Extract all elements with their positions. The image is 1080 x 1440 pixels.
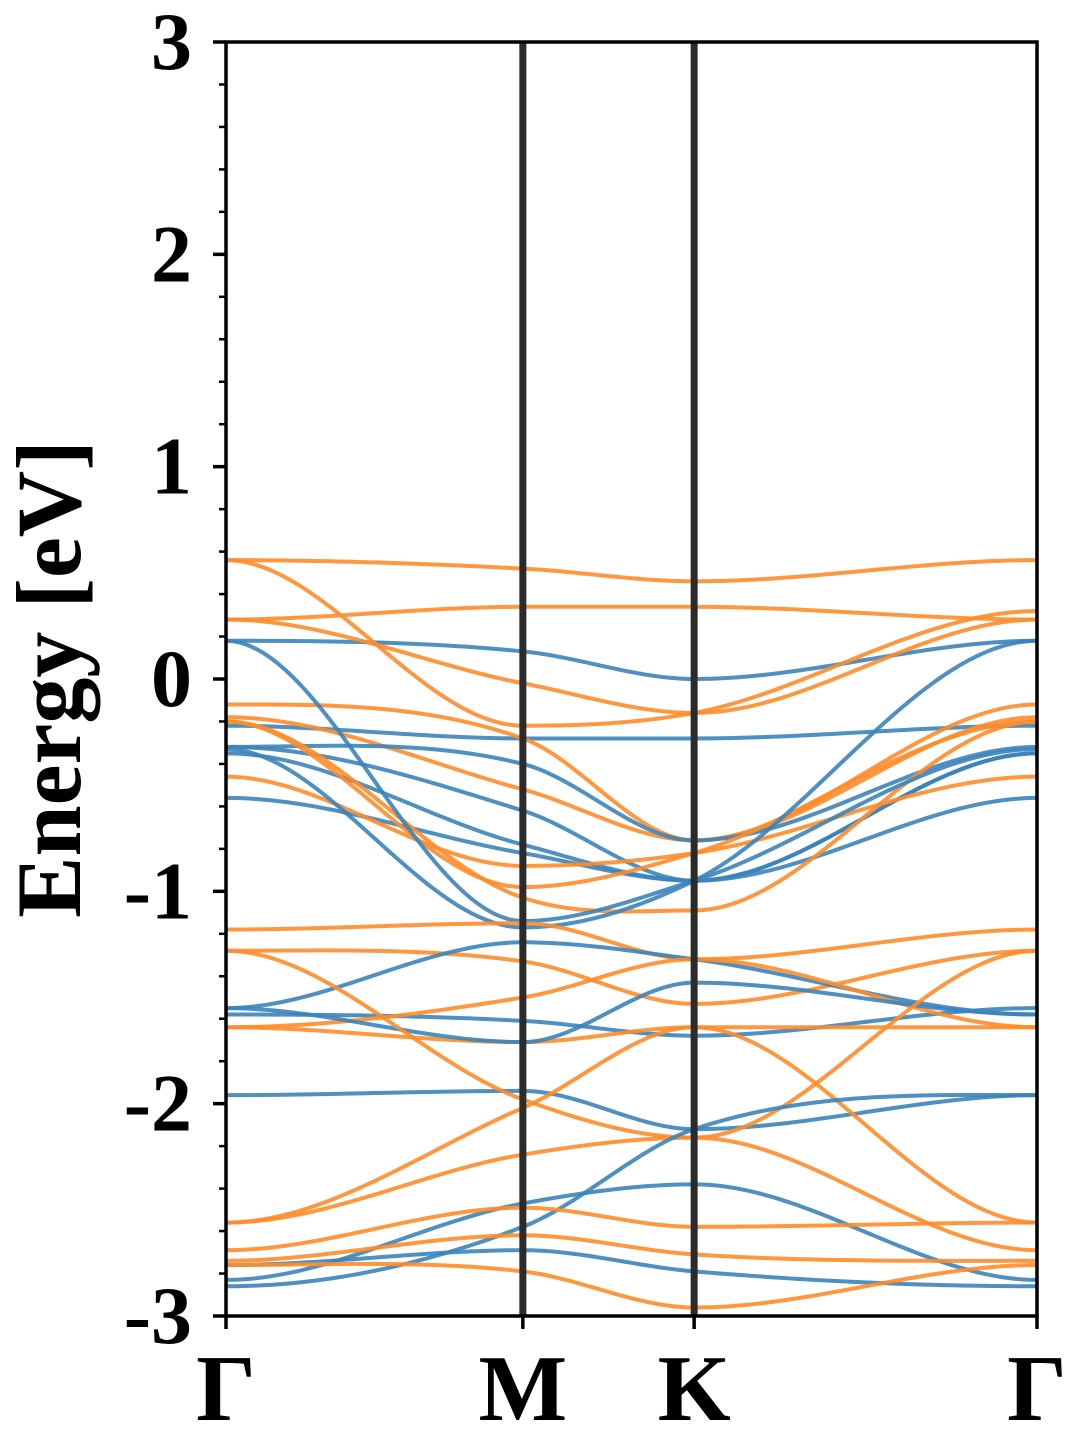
band-line-orange-18 xyxy=(226,948,1037,1006)
band-line-blue-15 xyxy=(226,638,1037,924)
band-line-orange-7 xyxy=(226,715,1037,843)
y-tick-label: 3 xyxy=(151,0,192,87)
band-line-orange-14 xyxy=(226,719,1037,914)
band-line-orange-4 xyxy=(226,558,1037,728)
y-tick-label: 2 xyxy=(151,208,192,299)
band-line-blue-8 xyxy=(226,743,1037,843)
band-line-blue-20 xyxy=(226,1006,1037,1038)
plot-frame xyxy=(224,40,1039,1318)
band-line-blue-32 xyxy=(226,1248,1037,1289)
x-tick-label: Γ xyxy=(1007,1337,1067,1440)
band-line-orange-22 xyxy=(226,1025,1037,1045)
x-tick-label: Γ xyxy=(196,1337,256,1440)
band-line-orange-1 xyxy=(226,604,1037,622)
band-line-orange-13 xyxy=(226,719,1037,890)
band-line-blue-16 xyxy=(226,638,1037,930)
x-tick-label: K xyxy=(658,1337,731,1440)
band-line-orange-17 xyxy=(226,921,1037,962)
y-tick-label: -1 xyxy=(124,845,192,936)
y-tick-label: -2 xyxy=(124,1058,192,1149)
band-line-orange-30 xyxy=(226,1205,1037,1253)
y-tick-label: 0 xyxy=(151,633,192,724)
band-line-orange-6 xyxy=(226,702,1037,843)
band-line-blue-5 xyxy=(226,723,1037,741)
y-tick-label: 1 xyxy=(151,421,192,512)
x-tick-label: M xyxy=(478,1337,567,1440)
band-line-blue-29 xyxy=(226,1093,1037,1289)
band-line-orange-31 xyxy=(226,1233,1037,1263)
band-line-orange-0 xyxy=(226,558,1037,584)
y-axis-label: Energy [eV] xyxy=(0,440,100,918)
y-axis-ticks: -3 -2 -1 0 1 2 3 xyxy=(124,0,226,1361)
band-line-blue-23 xyxy=(226,980,1037,1045)
high-symmetry-dividers xyxy=(519,42,698,1316)
band-line-orange-27 xyxy=(226,1135,1037,1253)
band-line-blue-24 xyxy=(226,1088,1037,1132)
y-tick-label: -3 xyxy=(124,1270,192,1361)
band-line-orange-25 xyxy=(226,948,1037,1140)
band-lines xyxy=(226,558,1037,1310)
band-line-orange-21 xyxy=(226,957,1037,1030)
band-line-orange-26 xyxy=(226,1025,1037,1225)
band-line-orange-12 xyxy=(226,774,1037,868)
band-line-orange-33 xyxy=(226,1261,1037,1310)
